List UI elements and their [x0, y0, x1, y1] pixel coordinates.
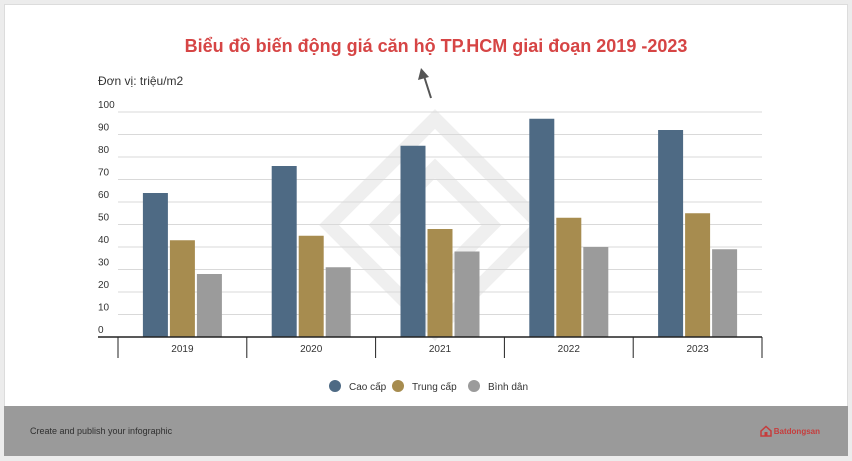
- house-logo-icon: [760, 425, 772, 437]
- legend-swatch: [468, 380, 480, 392]
- y-tick-label: 90: [98, 123, 110, 134]
- bar-2022-1: [529, 118, 555, 337]
- x-tick-label: 2023: [686, 344, 709, 355]
- brand-logo[interactable]: Batdongsan: [760, 425, 820, 437]
- arrow-cursor-icon: [418, 68, 432, 99]
- y-tick-label: 0: [98, 325, 104, 336]
- x-axis: 2019 2020 2021 2022 2023: [98, 336, 763, 358]
- bars: [142, 118, 738, 337]
- y-tick-label: 50: [98, 213, 110, 224]
- footer-text[interactable]: Create and publish your infographic: [30, 426, 173, 436]
- y-tick-label: 80: [98, 145, 110, 156]
- legend-label: Cao cấp: [349, 381, 387, 393]
- x-tick-label: 2022: [558, 344, 581, 355]
- legend-swatch: [329, 380, 341, 392]
- legend: Cao cấp Trung cấp Bình dân: [329, 380, 528, 393]
- x-tick-label: 2019: [171, 344, 194, 355]
- legend-label: Trung cấp: [412, 381, 457, 393]
- y-tick-label: 20: [98, 280, 110, 291]
- legend-label: Bình dân: [488, 382, 528, 393]
- y-tick-label: 40: [98, 235, 110, 246]
- bar-2020-3: [325, 267, 351, 337]
- y-axis: 0 10 20 30 40 50 60 70 80 90 100: [98, 100, 115, 336]
- legend-swatch: [392, 380, 404, 392]
- x-tick-label: 2021: [429, 344, 452, 355]
- brand-name: Batdongsan: [773, 426, 820, 436]
- bar-2023-2: [685, 213, 711, 337]
- bar-2021-3: [454, 251, 480, 337]
- y-tick-label: 60: [98, 190, 110, 201]
- x-tick-label: 2020: [300, 344, 323, 355]
- footer-bar: Create and publish your infographic Batd…: [4, 406, 848, 456]
- y-tick-label: 10: [98, 303, 110, 314]
- bar-2020-2: [298, 235, 324, 337]
- y-tick-label: 100: [98, 100, 115, 111]
- bar-2021-1: [400, 145, 426, 337]
- bar-2023-3: [712, 249, 738, 337]
- chart-title: Biểu đồ biến động giá căn hộ TP.HCM giai…: [184, 36, 688, 56]
- bar-2019-3: [196, 274, 222, 337]
- unit-label: Đơn vị: triệu/m2: [98, 74, 184, 88]
- bar-2019-1: [142, 193, 168, 337]
- bar-2021-2: [427, 229, 453, 337]
- bar-2022-3: [583, 247, 609, 337]
- y-tick-label: 30: [98, 258, 110, 269]
- bar-2020-1: [271, 166, 297, 337]
- bar-2022-2: [556, 217, 582, 337]
- bar-2023-1: [658, 130, 684, 337]
- bar-2019-2: [169, 240, 195, 337]
- y-tick-label: 70: [98, 168, 110, 179]
